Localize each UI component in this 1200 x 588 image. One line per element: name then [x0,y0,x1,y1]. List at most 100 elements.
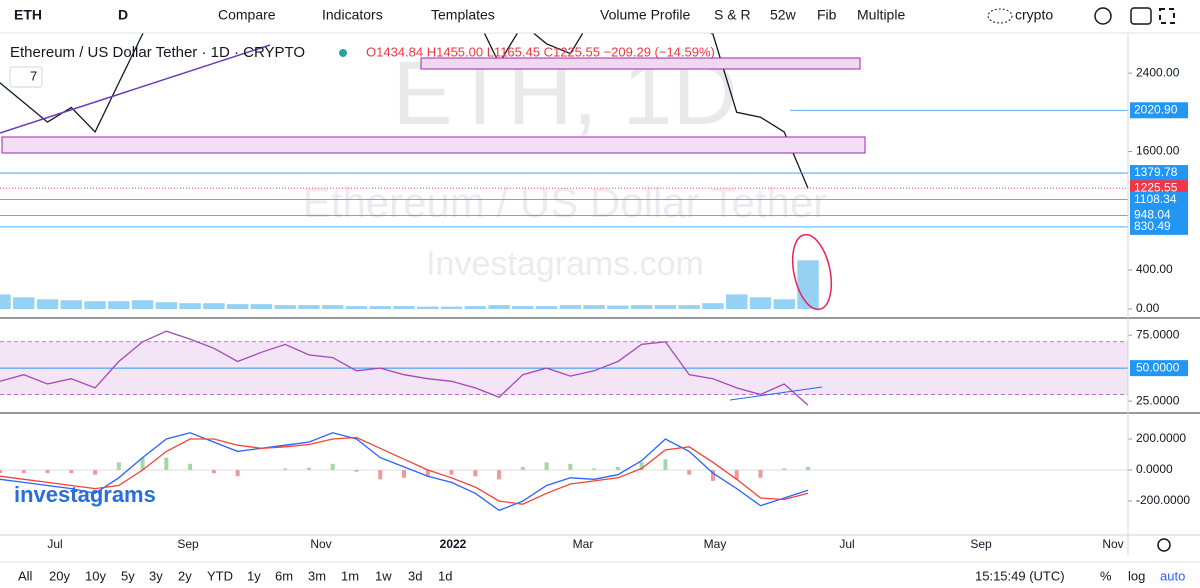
scale-option[interactable]: % [1100,568,1112,583]
x-tick-label: Jul [839,537,854,551]
volume-bar [488,305,510,310]
histogram-bar [211,470,216,474]
watermark-description: Ethereum / US Dollar Tether [303,179,827,226]
y-tick-label: 0.0000 [1136,462,1173,476]
volume-bar [322,305,344,310]
range-button[interactable]: 1w [375,568,392,583]
settings-icon[interactable] [1094,7,1112,25]
range-button[interactable]: All [18,568,33,583]
histogram-bar [402,470,406,478]
camera-icon[interactable] [1130,7,1152,25]
range-button[interactable]: 5y [121,568,135,583]
price-label-box [1130,165,1188,182]
volume-bar [155,302,178,310]
settings-icon[interactable] [1157,538,1171,552]
volume-bar [726,294,748,310]
volume-bar [797,260,819,310]
range-button[interactable]: 3y [149,568,163,583]
y-tick-label: 1600.00 [1136,144,1180,158]
range-button[interactable]: 6m [275,568,293,583]
toolbar-button[interactable]: Volume Profile [600,7,690,23]
y-tick-label: 75.0000 [1136,327,1180,341]
volume-bar [702,303,724,310]
toolbar-button[interactable]: Templates [431,7,495,23]
toolbar-button[interactable]: S & R [714,7,751,23]
volume-bar [773,299,795,310]
cloud-icon [987,8,1013,24]
histogram-bar [449,470,454,475]
histogram-bar [568,463,573,471]
scale-option[interactable]: auto [1160,568,1185,583]
range-button[interactable]: 1y [247,568,261,583]
histogram-bar [330,463,335,471]
toolbar-button[interactable]: Compare [218,7,276,23]
toolbar-button[interactable]: Multiple [857,7,905,23]
range-button[interactable]: 1d [438,568,452,583]
toolbar-button[interactable]: Fib [817,7,837,23]
range-button[interactable]: 3m [308,568,326,583]
range-button[interactable]: YTD [207,568,233,583]
histogram-bar [592,468,597,471]
y-tick-label: -200.0000 [1136,493,1190,507]
volume-bar [369,306,391,310]
indicator-count: 7 [30,68,37,83]
volume-bar [108,301,130,310]
interval[interactable]: D [118,7,128,23]
range-button[interactable]: 1m [341,568,359,583]
toolbar [0,0,1200,33]
toolbar-button[interactable]: Indicators [322,7,383,23]
symbol[interactable]: ETH [14,7,42,23]
x-tick-label: Jul [47,537,62,551]
toolbar-button[interactable]: 52w [770,7,797,23]
indicator-toggle[interactable] [9,66,43,88]
watermark-site: Investagrams.com [426,245,704,283]
x-tick-label: May [704,537,727,551]
volume-bar [464,306,486,310]
y-tick-label: 200.0000 [1136,431,1186,445]
fullscreen-icon[interactable] [1159,8,1175,24]
histogram-bar [615,466,620,471]
layout-name[interactable]: crypto [1015,7,1053,23]
y-tick-label: 0.00 [1136,301,1160,315]
legend-name: Ethereum / US Dollar Tether · 1D · CRYPT… [10,44,305,61]
histogram-bar [21,470,26,474]
range-button[interactable]: 2y [178,568,192,583]
range-button[interactable]: 20y [49,568,70,583]
volume-bar [417,306,439,310]
clock: 15:15:49 (UTC) [975,568,1065,583]
histogram-bar [164,457,169,471]
tick-box [1130,360,1188,377]
annotation-circle [791,233,833,311]
histogram-bar [425,470,430,477]
logo: investagrams [14,482,156,507]
scale-option[interactable]: log [1128,568,1145,583]
histogram-bar [782,468,787,471]
range-button[interactable]: 10y [85,568,106,583]
status-dot [339,49,347,57]
range-button[interactable]: 3d [408,568,422,583]
x-tick-label: Sep [970,537,992,551]
price-label: 1108.34 [1134,192,1177,206]
volume-bar [607,305,629,310]
price-label: 948.04 [1134,208,1171,222]
volume-bar [749,297,772,310]
legend-ohlc: O1434.84 H1455.00 L1165.45 C1225.55 −209… [366,44,715,59]
trend-line [0,44,271,134]
x-tick-label: Mar [573,537,594,551]
volume-bar [60,300,82,310]
histogram-bar [520,466,525,471]
histogram-bar [354,470,359,472]
histogram-bar [116,462,121,471]
price-label-box [1130,102,1188,119]
trend-line [729,386,823,401]
histogram-bar [45,470,50,474]
zone [1,136,866,154]
volume-bar [678,305,700,310]
histogram-bar [710,470,715,481]
volume-bar [250,304,273,310]
y-tick-label: 400.00 [1136,262,1173,276]
histogram-bar [283,468,288,471]
volume-bar [654,305,677,310]
x-tick-label: 2022 [440,537,467,551]
histogram-bar [544,462,549,471]
